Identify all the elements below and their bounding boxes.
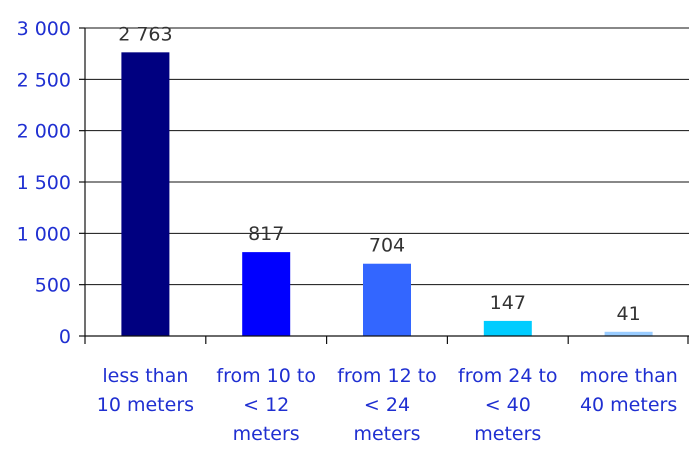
x-tick-label: from 10 to <box>216 365 316 387</box>
x-tick-label: from 12 to <box>337 365 437 387</box>
bar <box>483 320 532 336</box>
bar <box>121 52 170 336</box>
data-labels: 2 763 817 704 147 41 <box>118 23 640 324</box>
x-tick-label: 40 meters <box>580 394 677 416</box>
x-tick-label: < 24 <box>364 394 410 416</box>
bar <box>363 263 411 336</box>
y-tick-label: 500 <box>35 275 71 297</box>
x-tick-label: meters <box>233 423 300 445</box>
x-tick-label: meters <box>353 423 420 445</box>
data-label: 704 <box>369 235 405 257</box>
x-tick-label: less than <box>102 365 188 387</box>
x-tick-label: from 24 to <box>458 365 558 387</box>
y-tick-label: 0 <box>59 326 71 348</box>
x-tick-label: more than <box>579 365 677 387</box>
bars <box>121 52 653 336</box>
data-label: 41 <box>617 303 641 325</box>
x-tick-label: < 40 <box>485 394 531 416</box>
data-label: 817 <box>248 223 284 245</box>
y-tick-label: 2 500 <box>17 69 71 91</box>
gridlines <box>85 27 689 286</box>
bar <box>604 331 653 336</box>
y-tick-label: 1 500 <box>17 172 71 194</box>
x-tick-label: < 12 <box>243 394 289 416</box>
x-axis-ticks: less than 10 meters from 10 to < 12 meters fr… <box>84 336 689 445</box>
y-tick-label: 3 000 <box>17 18 71 40</box>
y-tick-label: 2 000 <box>17 121 71 143</box>
y-tick-label: 1 000 <box>17 223 71 245</box>
bar <box>242 252 291 336</box>
x-tick-label: 10 meters <box>97 394 194 416</box>
x-tick-label: meters <box>474 423 541 445</box>
y-axis-ticks: 0 500 1 000 1 500 2 000 2 500 3 000 <box>17 18 85 348</box>
data-label: 147 <box>490 292 526 314</box>
data-label: 2 763 <box>118 23 172 45</box>
